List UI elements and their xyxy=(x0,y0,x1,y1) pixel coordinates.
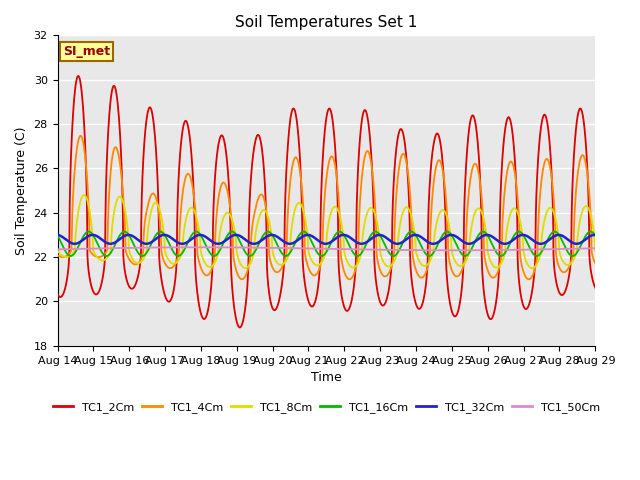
Y-axis label: Soil Temperature (C): Soil Temperature (C) xyxy=(15,126,28,255)
Legend: TC1_2Cm, TC1_4Cm, TC1_8Cm, TC1_16Cm, TC1_32Cm, TC1_50Cm: TC1_2Cm, TC1_4Cm, TC1_8Cm, TC1_16Cm, TC1… xyxy=(49,398,604,418)
Text: SI_met: SI_met xyxy=(63,45,110,58)
X-axis label: Time: Time xyxy=(311,371,342,384)
Title: Soil Temperatures Set 1: Soil Temperatures Set 1 xyxy=(236,15,418,30)
